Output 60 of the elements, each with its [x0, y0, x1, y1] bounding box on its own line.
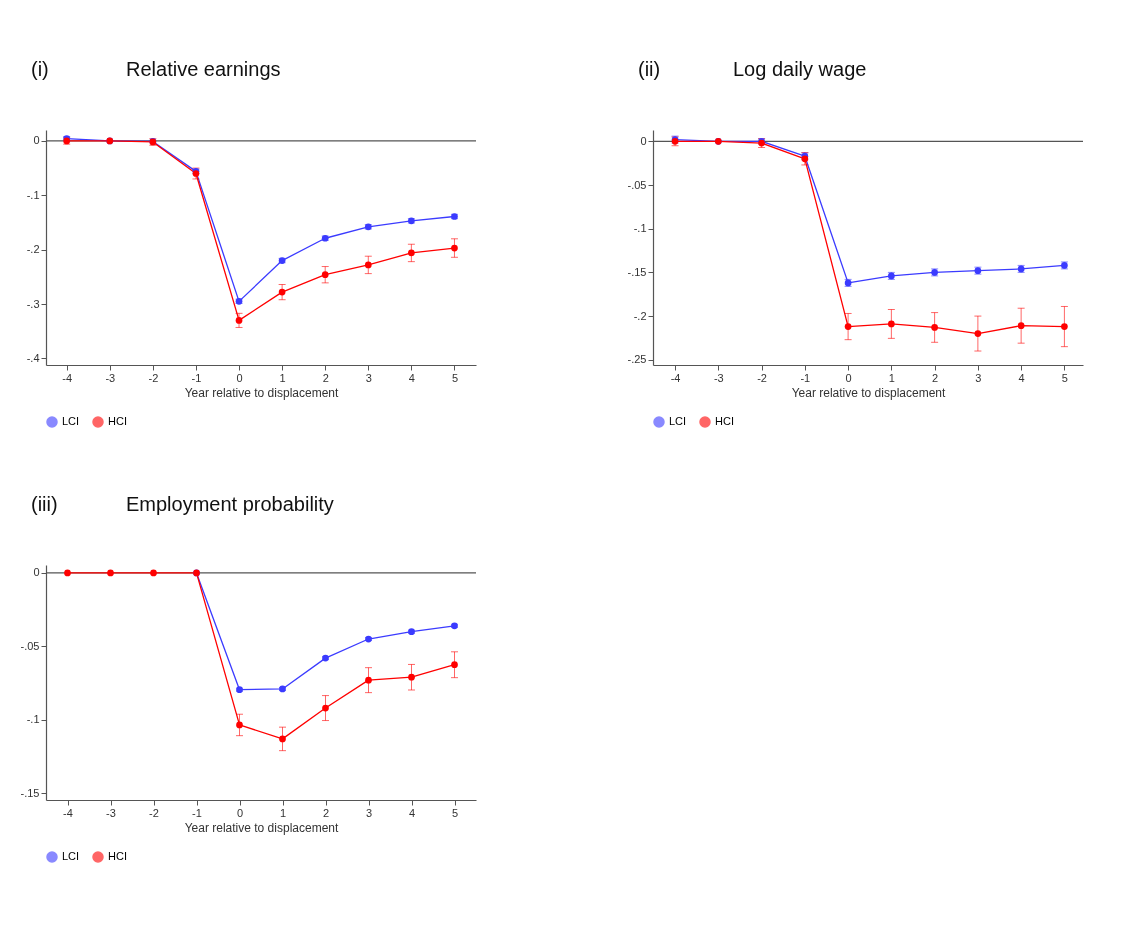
- chart-title: Log daily wage: [733, 58, 867, 80]
- chart-title: Employment probability: [126, 493, 334, 515]
- x-tick-label: 3: [975, 371, 982, 384]
- x-axis-title: Year relative to displacement: [791, 385, 946, 400]
- y-tick-label: 0: [33, 134, 40, 147]
- x-tick-label: 5: [1061, 371, 1068, 384]
- x-tick-label: -4: [62, 371, 73, 384]
- chart-title: Relative earnings: [126, 58, 281, 80]
- y-tick-label: -.25: [627, 353, 647, 366]
- legend-label: HCI: [108, 415, 127, 427]
- y-tick-label: -.3: [26, 297, 40, 310]
- x-tick-label: 0: [236, 371, 243, 384]
- x-tick-label: 4: [408, 371, 415, 384]
- x-tick-label: -3: [713, 371, 724, 384]
- legend-label: LCI: [62, 850, 80, 862]
- x-tick-label: 1: [888, 371, 895, 384]
- x-tick-label: -1: [800, 371, 811, 384]
- x-tick-label: 2: [932, 371, 939, 384]
- text: (i): [31, 58, 49, 80]
- x-tick-label: 5: [451, 806, 459, 819]
- y-tick-label: 0: [33, 566, 40, 579]
- x-axis-title: Year relative to displacement: [184, 820, 339, 835]
- y-tick-label: -.15: [20, 786, 40, 799]
- y-tick-label: -.1: [633, 222, 647, 235]
- x-tick-label: -1: [191, 371, 202, 384]
- x-tick-label: -2: [148, 371, 159, 384]
- y-tick-label: -.4: [26, 351, 40, 364]
- text: (iii): [31, 493, 58, 515]
- x-tick-label: 0: [845, 371, 852, 384]
- x-tick-label: -1: [192, 806, 202, 819]
- y-tick-label: 0: [640, 134, 647, 147]
- x-tick-label: -2: [757, 371, 767, 384]
- x-tick-label: 3: [365, 371, 372, 384]
- x-tick-label: -3: [105, 371, 116, 384]
- legend-label: HCI: [108, 850, 127, 862]
- y-tick-label: -.05: [627, 178, 647, 191]
- x-tick-label: -4: [670, 371, 681, 384]
- y-tick-label: -.05: [20, 639, 40, 652]
- text: (ii): [638, 58, 661, 80]
- x-tick-label: -2: [149, 806, 159, 819]
- legend-label: HCI: [715, 415, 734, 427]
- x-tick-label: -4: [63, 806, 73, 819]
- x-tick-label: 0: [236, 806, 244, 819]
- y-tick-label: -.1: [26, 188, 40, 201]
- x-tick-label: 2: [322, 371, 329, 384]
- x-tick-label: 1: [279, 806, 287, 819]
- legend-label: LCI: [62, 415, 80, 427]
- x-tick-label: 4: [408, 806, 416, 819]
- y-tick-label: -.1: [26, 713, 40, 726]
- x-tick-label: 3: [365, 806, 373, 819]
- x-tick-label: -3: [106, 806, 116, 819]
- x-tick-label: 2: [322, 806, 330, 819]
- legend-label: LCI: [669, 415, 687, 427]
- x-tick-label: 1: [279, 371, 286, 384]
- y-tick-label: -.2: [26, 243, 40, 256]
- x-tick-label: 5: [451, 371, 459, 384]
- x-tick-label: 4: [1018, 371, 1025, 384]
- x-axis-title: Year relative to displacement: [184, 385, 339, 400]
- y-tick-label: -.15: [627, 265, 647, 278]
- y-tick-label: -.2: [633, 309, 647, 322]
